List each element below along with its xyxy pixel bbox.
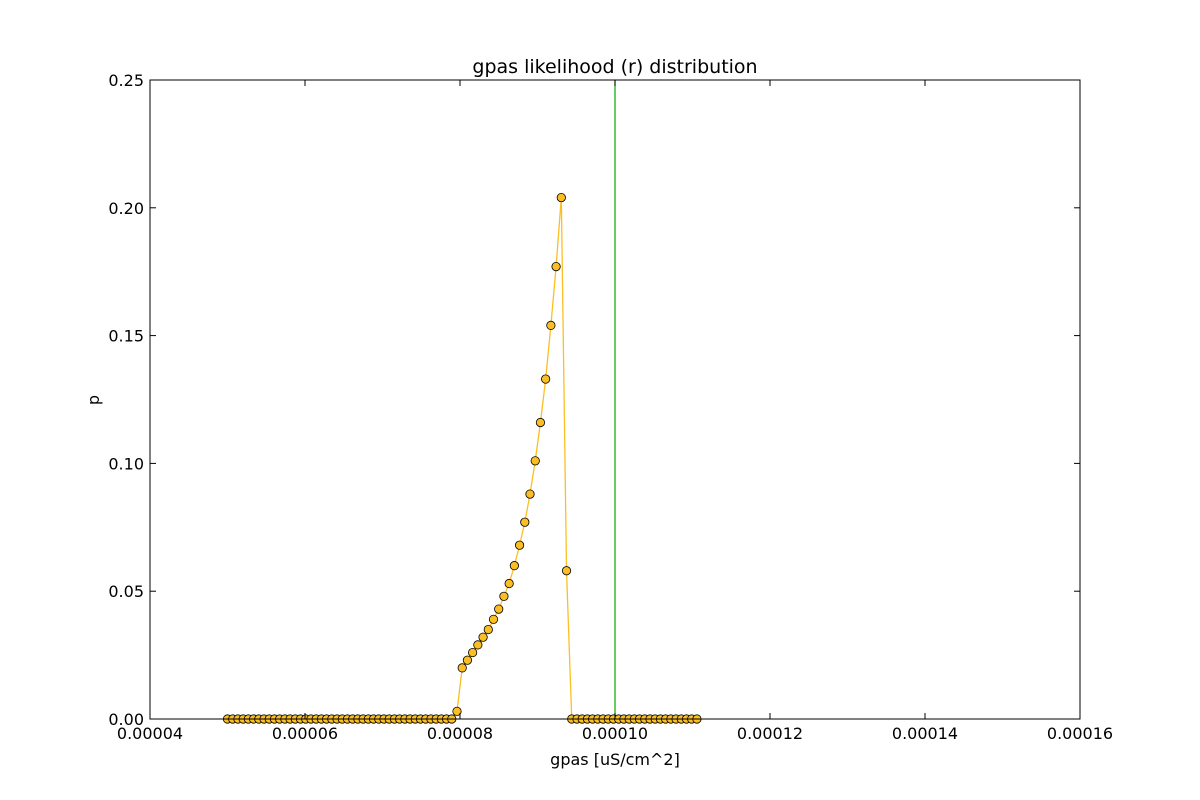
x-tick-label: 0.00014	[892, 724, 958, 743]
data-point	[525, 489, 535, 499]
data-point	[499, 591, 509, 601]
data-point	[462, 655, 473, 665]
data-point	[561, 566, 572, 576]
data-point	[483, 624, 493, 635]
data-point	[452, 706, 462, 716]
data-point	[556, 192, 566, 203]
x-tick-label: 0.00008	[427, 724, 493, 743]
y-tick-label: 0.25	[108, 71, 144, 90]
y-tick-label: 0.05	[108, 582, 144, 601]
y-axis: 0.00 0.05 0.10 0.15 0.20 0.25	[108, 71, 1080, 729]
x-tick-label: 0.00004	[117, 724, 183, 743]
y-tick-label: 0.20	[108, 199, 144, 218]
y-tick-label: 0.10	[108, 454, 144, 473]
x-tick-label: 0.00012	[737, 724, 803, 743]
x-axis-label: gpas [uS/cm^2]	[550, 750, 680, 769]
data-point	[535, 417, 546, 428]
y-tick-label: 0.00	[108, 710, 144, 729]
data-point	[504, 578, 514, 589]
x-tick-label: 0.00016	[1047, 724, 1113, 743]
data-point	[494, 604, 504, 614]
data-point	[514, 540, 525, 550]
x-tick-label: 0.00010	[582, 724, 648, 743]
y-tick-label: 0.15	[108, 327, 144, 346]
chart-title: gpas likelihood (r) distribution	[472, 56, 757, 78]
x-axis: 0.00004 0.00006 0.00008 0.00010 0.00012 0.000…	[117, 80, 1113, 743]
data-point	[473, 640, 483, 650]
data-point	[509, 561, 519, 571]
data-point	[478, 632, 488, 642]
data-point	[520, 517, 530, 527]
data-point	[551, 261, 561, 272]
x-tick-label: 0.00006	[272, 724, 338, 743]
data-point	[546, 320, 556, 330]
data-point	[541, 374, 551, 384]
y-axis-label: p	[84, 395, 103, 405]
data-point	[530, 456, 540, 466]
data-point	[488, 614, 499, 624]
data-point	[468, 647, 478, 658]
data-point	[457, 663, 467, 673]
